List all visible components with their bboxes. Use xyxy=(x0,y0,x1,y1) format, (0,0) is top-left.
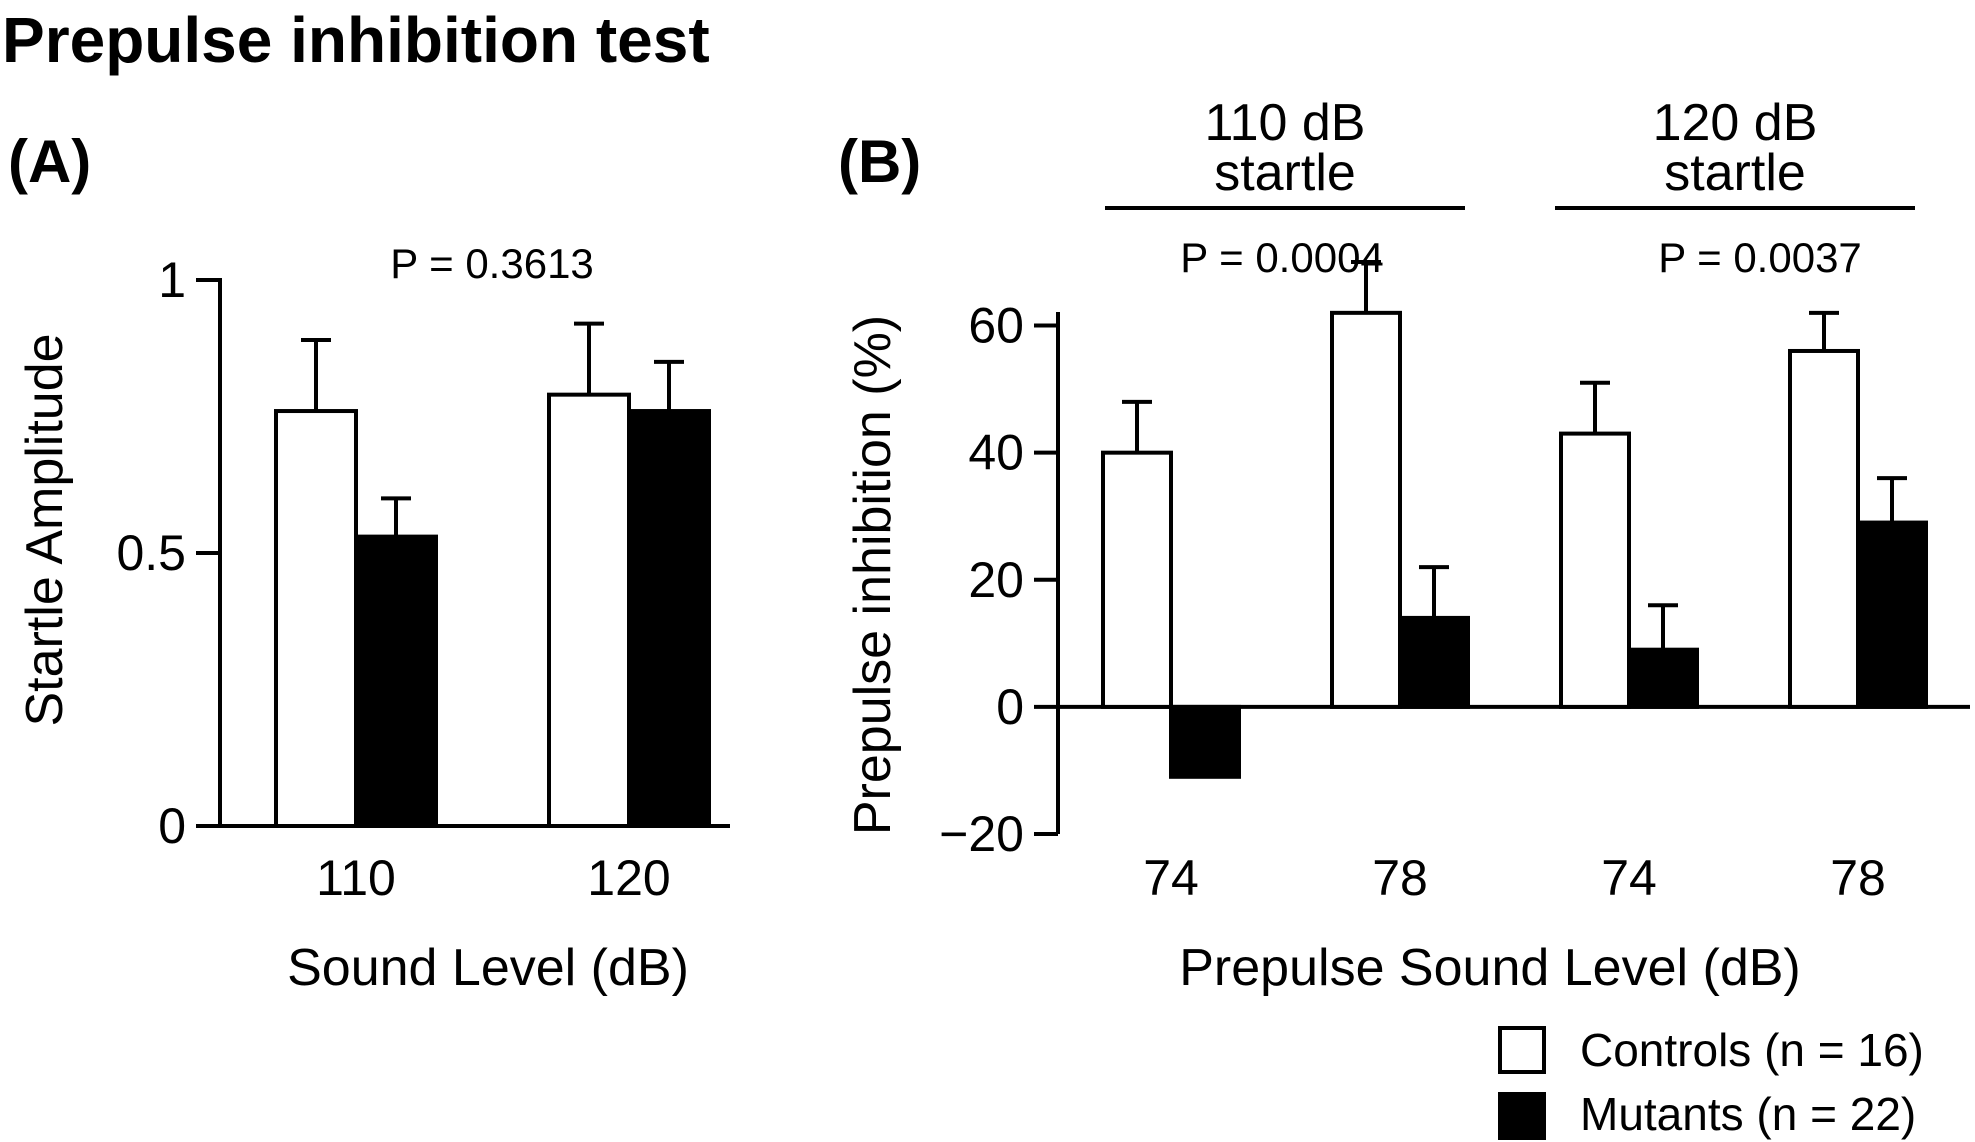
legend-mutants-label: Mutants (n = 22) xyxy=(1580,1088,1916,1140)
legend: Controls (n = 16) Mutants (n = 22) xyxy=(1498,1024,1924,1140)
bar-mutants xyxy=(1627,647,1699,709)
x-tick-label: 78 xyxy=(1372,850,1428,906)
y-tick-label: 40 xyxy=(968,425,1024,481)
panel-b-label: (B) xyxy=(838,128,921,195)
bar-controls xyxy=(1101,450,1173,709)
bar-controls xyxy=(1330,310,1402,709)
legend-controls-swatch xyxy=(1498,1026,1546,1074)
group-110-label-line2: startle xyxy=(1214,144,1356,202)
bar-mutants xyxy=(627,409,711,828)
legend-controls-label: Controls (n = 16) xyxy=(1580,1024,1924,1076)
bar-mutants xyxy=(1856,520,1928,709)
x-tick-label: 78 xyxy=(1830,850,1886,906)
group-110-p-value: P = 0.0004 xyxy=(1180,234,1384,281)
x-tick-label: 74 xyxy=(1601,850,1657,906)
figure-title: Prepulse inhibition test xyxy=(2,4,710,76)
panel-b: (B) Prepulse inhibition (%) Prepulse Sou… xyxy=(838,94,1970,997)
x-tick-label: 120 xyxy=(587,850,670,906)
group-120-p-value: P = 0.0037 xyxy=(1658,234,1862,281)
bar-controls xyxy=(1559,431,1631,709)
panel-a-label: (A) xyxy=(8,128,91,195)
bar-mutants xyxy=(1169,704,1241,779)
y-tick-label: 0 xyxy=(158,798,186,854)
panel-a-y-title: Startle Amplitude xyxy=(16,333,74,726)
group-110-label-line1: 110 dB xyxy=(1205,94,1366,152)
bar-controls xyxy=(547,392,631,828)
y-tick-label: 0.5 xyxy=(116,525,186,581)
group-120-label-line2: startle xyxy=(1664,144,1806,202)
bar-controls xyxy=(274,409,358,828)
x-tick-label: 110 xyxy=(316,850,396,906)
y-tick-label: 20 xyxy=(968,552,1024,608)
panel-b-y-title: Prepulse inhibition (%) xyxy=(844,315,902,835)
bar-mutants xyxy=(354,534,438,828)
panel-a-x-title: Sound Level (dB) xyxy=(287,939,689,997)
legend-mutants-swatch xyxy=(1498,1092,1546,1140)
y-tick-label: 60 xyxy=(968,298,1024,354)
y-tick-label: 0 xyxy=(996,679,1024,735)
x-tick-label: 74 xyxy=(1143,850,1199,906)
group-120-label-line1: 120 dB xyxy=(1653,94,1818,152)
panel-a-p-value: P = 0.3613 xyxy=(390,240,594,287)
y-tick-label: 1 xyxy=(158,252,186,308)
panel-a: (A) Startle Amplitude Sound Level (dB) P… xyxy=(8,128,730,997)
bar-mutants xyxy=(1398,615,1470,709)
y-tick-label: −20 xyxy=(939,806,1024,862)
bar-controls xyxy=(1788,348,1860,709)
panel-b-x-title: Prepulse Sound Level (dB) xyxy=(1179,939,1801,997)
